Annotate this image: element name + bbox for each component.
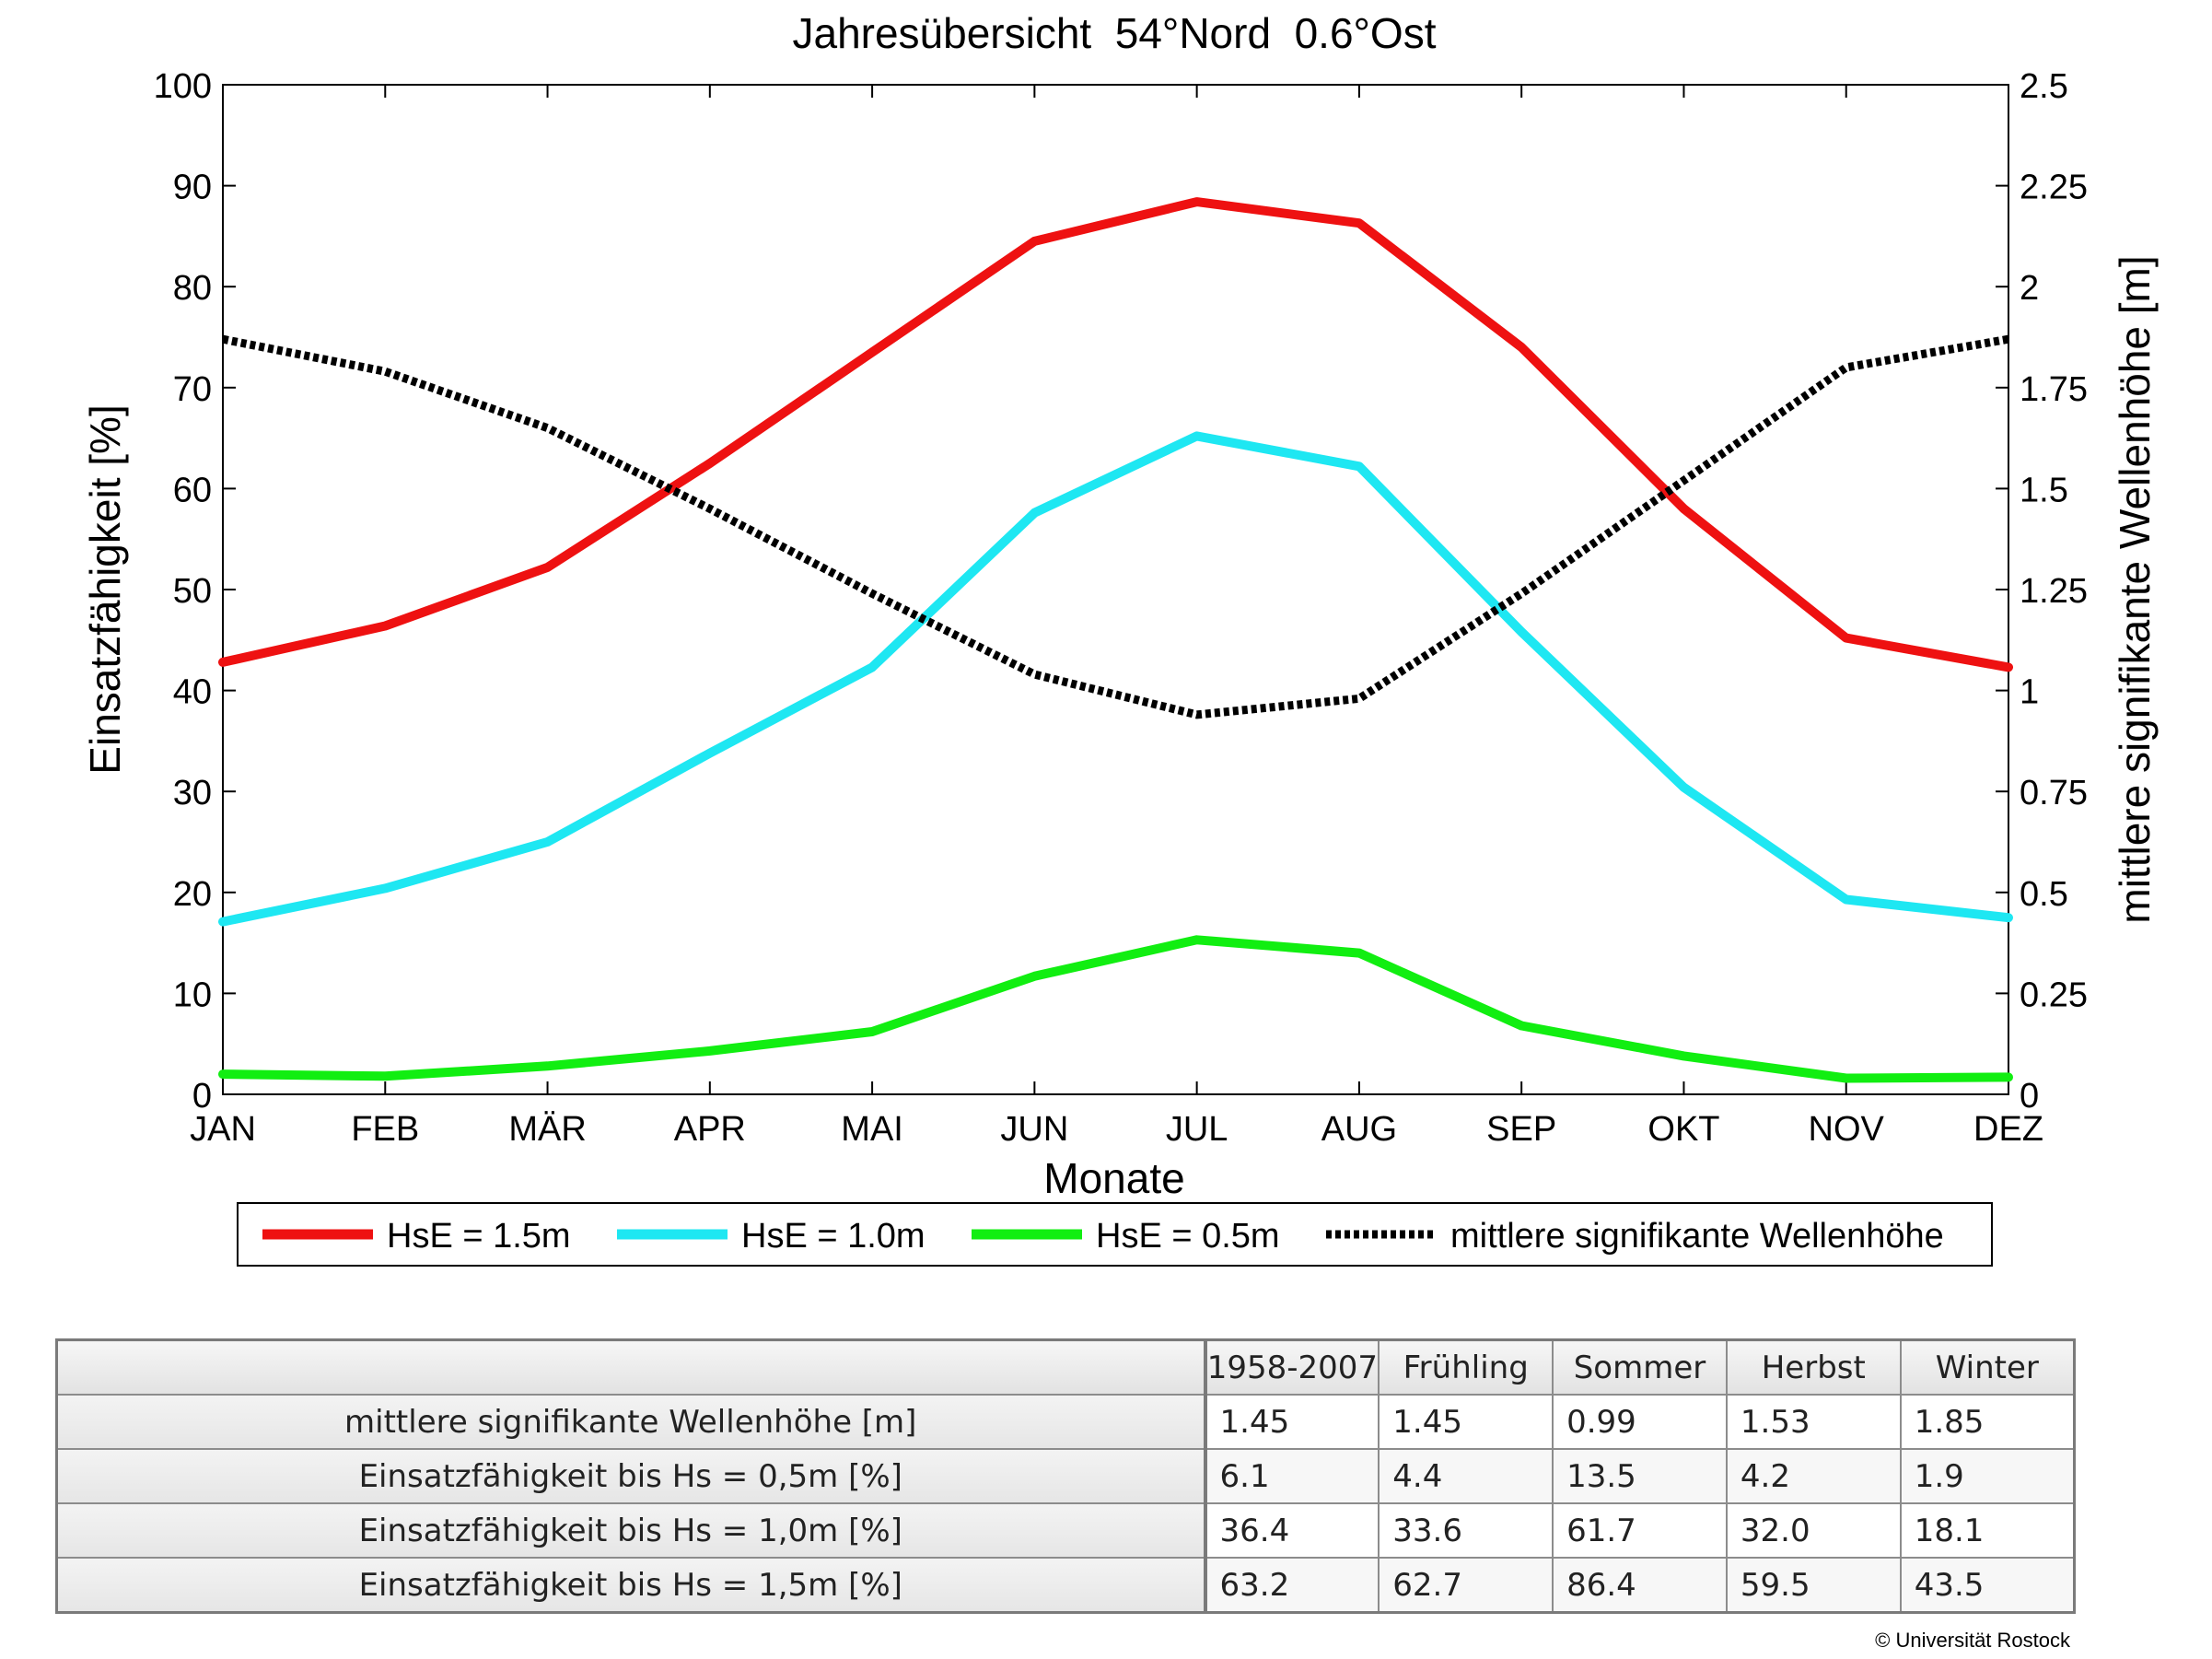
table-cell: 0.99 [1552, 1394, 1728, 1450]
table-cell: 1.85 [1899, 1394, 2076, 1450]
chart-title: Jahresübersicht 54°Nord 0.6°Ost [792, 9, 1436, 57]
row-label: Einsatzfähigkeit bis Hs = 1,5m [%] [55, 1557, 1207, 1614]
y2-tick-label: 0.75 [2020, 774, 2088, 812]
column-header: 1958-2007 [1204, 1338, 1380, 1396]
x-tick-label: JAN [190, 1110, 256, 1149]
legend-box [237, 1202, 1993, 1267]
column-header: Sommer [1552, 1338, 1728, 1396]
y-tick-label: 100 [154, 67, 212, 106]
x-tick-label: JUL [1166, 1110, 1228, 1149]
table-cell: 18.1 [1899, 1502, 2076, 1559]
table-cell: 1.45 [1378, 1394, 1554, 1450]
table-cell: 86.4 [1552, 1557, 1728, 1614]
row-label: Einsatzfähigkeit bis Hs = 0,5m [%] [55, 1448, 1207, 1504]
legend: HsE = 1.5m HsE = 1.0m HsE = 0.5m mittlere s… [237, 1202, 1993, 1267]
series-line-3 [222, 334, 2009, 719]
column-header: Herbst [1725, 1338, 1902, 1396]
y-tick-label: 20 [173, 875, 212, 914]
table-cell: 1.45 [1204, 1394, 1380, 1450]
table-cell: 62.7 [1378, 1557, 1554, 1614]
y-tick-label: 70 [173, 370, 212, 409]
y2-tick-label: 1.75 [2020, 370, 2088, 409]
y-tick-label: 90 [173, 169, 212, 207]
table-row: Einsatzfähigkeit bis Hs = 1,0m [%] 36.4 … [55, 1502, 2076, 1559]
x-tick-label: NOV [1809, 1110, 1885, 1149]
column-header: Frühling [1378, 1338, 1554, 1396]
table-cell: 43.5 [1899, 1557, 2076, 1614]
table-cell: 13.5 [1552, 1448, 1728, 1504]
table-cell: 32.0 [1725, 1502, 1902, 1559]
table-cell: 61.7 [1552, 1502, 1728, 1559]
y2-tick-label: 2.5 [2020, 67, 2068, 106]
y2-tick-label: 2.25 [2020, 169, 2088, 207]
table-cell: 33.6 [1378, 1502, 1554, 1559]
y-tick-label: 0 [192, 1077, 212, 1116]
y-tick-label: 80 [173, 269, 212, 308]
table-cell: 6.1 [1204, 1448, 1380, 1504]
series-line-1 [218, 431, 2013, 927]
y2-tick-label: 2 [2020, 269, 2039, 308]
y-tick-label: 40 [173, 673, 212, 712]
y2-tick-label: 1 [2020, 673, 2039, 712]
x-tick-label: MÄR [508, 1110, 586, 1149]
x-tick-label: SEP [1486, 1110, 1556, 1149]
series-line-2 [218, 935, 2013, 1083]
x-tick-label: JUN [1000, 1110, 1068, 1149]
x-tick-label: OKT [1647, 1110, 1719, 1149]
axis-ticks: 0 10 20 30 40 50 60 70 80 90 100 0 0.25 0.5 0.75 1 1.25 1… [154, 67, 2088, 1149]
y2-tick-label: 1.5 [2020, 471, 2068, 509]
chart: Jahresübersicht 54°Nord 0.6°Ost 01020304… [81, 9, 2159, 1267]
table-header-row: 1958-2007 Frühling Sommer Herbst Winter [55, 1338, 2076, 1396]
x-tick-label: AUG [1321, 1110, 1397, 1149]
table-row: mittlere signifikante Wellenhöhe [m] 1.4… [55, 1394, 2076, 1450]
table-corner-cell [55, 1338, 1207, 1396]
y-tick-label: 50 [173, 572, 212, 611]
table-row: Einsatzfähigkeit bis Hs = 1,5m [%] 63.2 … [55, 1557, 2076, 1614]
legend-label: HsE = 1.5m [387, 1217, 571, 1256]
x-tick-label: FEB [351, 1110, 419, 1149]
x-tick-label: MAI [841, 1110, 903, 1149]
row-label: Einsatzfähigkeit bis Hs = 1,0m [%] [55, 1502, 1207, 1559]
y-tick-label: 30 [173, 774, 212, 812]
table-cell: 1.53 [1725, 1394, 1902, 1450]
legend-label: HsE = 1.0m [741, 1217, 926, 1256]
y-tick-label: 60 [173, 471, 212, 509]
table-cell: 1.9 [1899, 1448, 2076, 1504]
y2-tick-label: 1.25 [2020, 572, 2088, 611]
column-header: Winter [1899, 1338, 2076, 1396]
table-row: Einsatzfähigkeit bis Hs = 0,5m [%] 6.1 4… [55, 1448, 2076, 1504]
y-axis-label-left: Einsatzfähigkeit [%] [81, 404, 129, 774]
y-tick-label: 10 [173, 976, 212, 1014]
legend-label: mittlere signifikante Wellenhöhe [1450, 1217, 1944, 1256]
y2-tick-label: 0 [2020, 1077, 2039, 1116]
y2-tick-label: 0.25 [2020, 976, 2088, 1014]
plot-area [222, 84, 2009, 1095]
table-cell: 4.4 [1378, 1448, 1554, 1504]
table-cell: 63.2 [1204, 1557, 1380, 1614]
stats-table: 1958-2007 Frühling Sommer Herbst Winter … [55, 1338, 2076, 1614]
table-cell: 59.5 [1725, 1557, 1902, 1614]
row-label: mittlere signifikante Wellenhöhe [m] [55, 1394, 1207, 1450]
y-axis-label-right: mittlere signifikante Wellenhöhe [m] [2111, 255, 2159, 923]
copyright-notice: © Universität Rostock [1875, 1629, 2070, 1652]
legend-label: HsE = 0.5m [1096, 1217, 1280, 1256]
x-tick-label: DEZ [1973, 1110, 2043, 1149]
x-tick-label: APR [674, 1110, 746, 1149]
table-cell: 36.4 [1204, 1502, 1380, 1559]
series-line-0 [218, 197, 2013, 672]
series-lines [218, 197, 2013, 1083]
y2-tick-label: 0.5 [2020, 875, 2068, 914]
table-cell: 4.2 [1725, 1448, 1902, 1504]
x-axis-label: Monate [1043, 1154, 1184, 1202]
